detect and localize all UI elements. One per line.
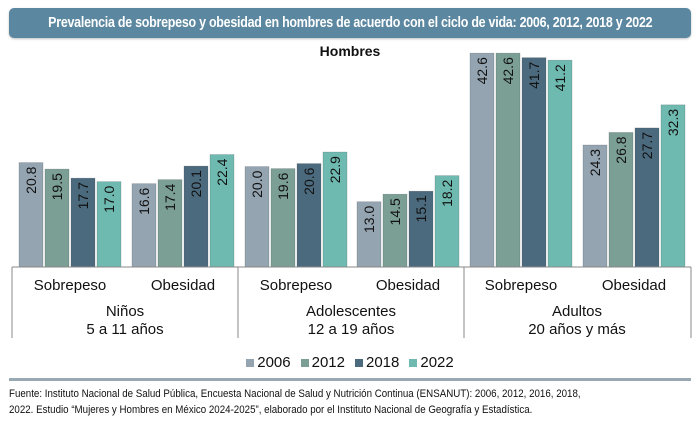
bar-2018-4 — [521, 57, 547, 268]
divider — [9, 378, 691, 381]
legend-swatch — [300, 358, 309, 367]
legend-label: 2012 — [311, 354, 345, 371]
chart-header-banner: Prevalencia de sobrepeso y obesidad en h… — [9, 8, 691, 38]
bar-2022-3 — [434, 175, 460, 268]
bar-label-2018-2: 20.6 — [301, 167, 317, 194]
bar-label-2006-4: 42.6 — [474, 57, 490, 84]
bar-label-2006-3: 13.0 — [361, 206, 377, 233]
bar-label-2022-5: 32.3 — [665, 109, 681, 136]
bar-label-2006-0: 20.8 — [23, 166, 39, 193]
bar-2018-0 — [70, 177, 96, 268]
bar-label-2006-2: 20.0 — [249, 170, 265, 197]
bar-2018-3 — [408, 190, 434, 268]
bar-label-2022-3: 18.2 — [439, 179, 455, 206]
source-footnote: Fuente: Instituto Nacional de Salud Públ… — [9, 386, 699, 418]
footnote-line-1: Fuente: Instituto Nacional de Salud Públ… — [9, 388, 581, 400]
bar-label-2012-5: 26.8 — [613, 136, 629, 163]
category-label-3: Obesidad — [376, 277, 440, 294]
legend-swatch — [246, 358, 255, 367]
bar-2006-4 — [469, 52, 495, 268]
legend-item-2022: 2022 — [409, 354, 454, 371]
group-sublabel-2: 20 años y más — [528, 321, 626, 338]
bar-chart: 20.8 19.5 17.7 17.0 16.6 17.4 20.1 22.4 20.0 19.6… — [11, 52, 692, 338]
group-sublabel-1: 12 a 19 años — [308, 321, 395, 338]
bar-2006-1 — [131, 183, 157, 268]
legend-label: 2006 — [257, 354, 291, 371]
bar-2018-5 — [634, 127, 660, 268]
bar-label-2018-5: 27.7 — [639, 132, 655, 159]
bar-label-2012-0: 19.5 — [49, 173, 65, 200]
legend-swatch — [409, 358, 418, 367]
bar-2012-1 — [157, 179, 183, 268]
bar-label-2018-1: 20.1 — [188, 170, 204, 197]
category-label-1: Obesidad — [151, 277, 215, 294]
chart-legend: 2006 2012 2018 2022 — [0, 354, 700, 371]
legend-swatch — [355, 358, 363, 367]
bar-label-2006-5: 24.3 — [587, 149, 603, 176]
bar-label-2012-2: 19.6 — [275, 172, 291, 199]
bar-2022-0 — [96, 181, 122, 268]
category-label-0: Sobrepeso — [34, 277, 107, 294]
bar-label-2012-4: 42.6 — [500, 57, 516, 84]
footnote-line-2: 2022. Estudio “Mujeres y Hombres en Méxi… — [9, 404, 533, 416]
bar-2022-5 — [660, 104, 686, 268]
category-label-4: Sobrepeso — [485, 277, 558, 294]
bar-2012-3 — [382, 193, 408, 268]
bar-label-2018-3: 15.1 — [413, 195, 429, 222]
bar-label-2006-1: 16.6 — [136, 187, 152, 214]
legend-item-2018: 2018 — [355, 354, 399, 371]
bar-2006-0 — [18, 162, 44, 268]
legend-label: 2022 — [420, 354, 454, 371]
bar-label-2018-4: 41.7 — [526, 61, 542, 88]
bar-2006-5 — [582, 144, 608, 268]
bar-label-2022-2: 22.9 — [327, 156, 343, 183]
legend-label: 2018 — [366, 354, 400, 371]
bar-2022-4 — [547, 59, 573, 268]
category-label-2: Sobrepeso — [260, 277, 333, 294]
legend-item-2006: 2006 — [246, 354, 291, 371]
bar-label-2022-4: 41.2 — [552, 64, 568, 91]
bar-label-2022-1: 22.4 — [214, 158, 230, 185]
bar-label-2018-0: 17.7 — [75, 182, 91, 209]
group-label-1: Adolescentes — [306, 303, 396, 320]
group-label-0: Niños — [106, 303, 144, 320]
group-label-2: Adultos — [552, 303, 602, 320]
bar-2006-2 — [244, 166, 270, 268]
bar-label-2012-1: 17.4 — [162, 183, 178, 210]
legend-item-2012: 2012 — [300, 354, 345, 371]
bar-2006-3 — [356, 201, 382, 268]
bar-2018-2 — [296, 163, 322, 268]
bar-label-2012-3: 14.5 — [387, 198, 403, 225]
category-label-5: Obesidad — [602, 277, 666, 294]
bar-2022-2 — [322, 151, 348, 268]
bar-2012-5 — [608, 132, 634, 268]
bar-2012-2 — [270, 168, 296, 268]
chart-title: Hombres — [319, 43, 381, 59]
bar-2012-0 — [44, 168, 70, 268]
group-sublabel-0: 5 a 11 años — [86, 321, 163, 338]
chart-header-title: Prevalencia de sobrepeso y obesidad en h… — [47, 15, 653, 31]
bar-label-2022-0: 17.0 — [101, 185, 117, 212]
